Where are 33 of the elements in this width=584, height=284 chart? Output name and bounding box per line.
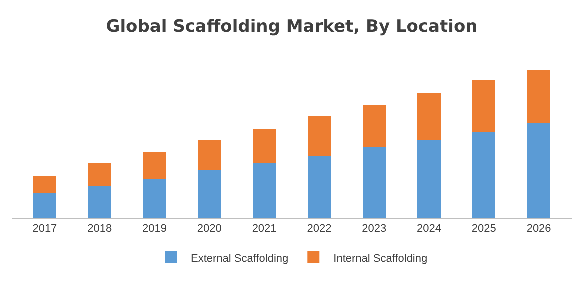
bar bbox=[143, 179, 166, 218]
bar bbox=[418, 140, 441, 218]
bar bbox=[362, 147, 386, 218]
x-tick-label: 2026 bbox=[526, 223, 552, 236]
bar bbox=[308, 116, 331, 156]
bar bbox=[472, 80, 496, 133]
bar bbox=[418, 93, 441, 140]
x-tick-label: 2017 bbox=[32, 223, 58, 236]
bar bbox=[528, 124, 551, 218]
bar bbox=[198, 140, 222, 170]
x-tick-label: 2019 bbox=[142, 223, 167, 236]
bar bbox=[88, 163, 112, 187]
x-tick-label: 2020 bbox=[197, 223, 222, 236]
x-tick-label: 2018 bbox=[88, 223, 112, 236]
legend-label: External Scaffolding bbox=[191, 252, 289, 265]
bar bbox=[308, 156, 331, 218]
x-tick-label: 2023 bbox=[362, 223, 387, 236]
x-tick-label: 2022 bbox=[307, 223, 332, 236]
bar bbox=[198, 170, 222, 218]
bar bbox=[33, 176, 56, 194]
bar bbox=[472, 132, 496, 218]
bar bbox=[143, 152, 166, 180]
x-tick-label: 2025 bbox=[472, 223, 496, 236]
bar bbox=[362, 106, 386, 148]
bar bbox=[253, 163, 276, 218]
bar bbox=[88, 186, 112, 218]
bar bbox=[528, 70, 551, 124]
x-tick-label: 2021 bbox=[252, 223, 277, 236]
bar bbox=[33, 194, 56, 218]
legend-label: Internal Scaffolding bbox=[334, 252, 428, 265]
bar bbox=[253, 129, 276, 164]
chart-title: Global Scaffolding Market, By Location bbox=[106, 16, 478, 37]
x-tick-label: 2024 bbox=[417, 223, 442, 236]
